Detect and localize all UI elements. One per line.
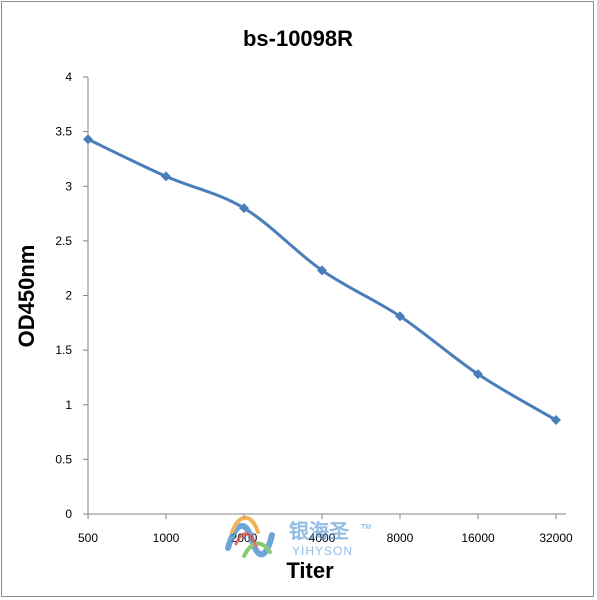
y-tick-label: 2 xyxy=(65,289,72,303)
y-tick-label: 3 xyxy=(65,179,72,193)
data-point-marker xyxy=(473,369,483,380)
y-axis-label: OD450nm xyxy=(14,245,39,348)
watermark-text-cn: 银海圣 xyxy=(289,519,350,543)
series-group xyxy=(83,134,561,426)
data-point-marker xyxy=(551,415,561,426)
watermark-wave-orange xyxy=(230,515,260,534)
y-tick-label: 1.5 xyxy=(55,343,72,357)
x-tick-label: 32000 xyxy=(539,531,573,545)
y-tick-label: 4 xyxy=(65,70,72,84)
data-point-marker xyxy=(161,171,171,182)
chart-title: bs-10098R xyxy=(243,26,353,51)
y-tick-label: 1 xyxy=(65,398,72,412)
watermark-wave-red xyxy=(234,532,258,548)
x-tick-label: 4000 xyxy=(309,531,336,545)
series-line xyxy=(87,137,557,422)
x-tick-label: 500 xyxy=(78,531,98,545)
data-point-marker xyxy=(83,134,93,145)
data-point-marker xyxy=(239,203,249,214)
x-tick-label: 1000 xyxy=(153,531,180,545)
x-tick-label: 8000 xyxy=(387,531,414,545)
data-point-marker xyxy=(317,265,327,276)
watermark-wave-green xyxy=(242,541,272,558)
y-tick-label: 2.5 xyxy=(55,234,72,248)
watermark-tm: TM xyxy=(361,524,371,531)
y-tick-label: 0 xyxy=(65,507,72,521)
x-axis-label: Titer xyxy=(286,558,334,583)
data-point-marker xyxy=(395,311,405,322)
watermark-logo: 银海圣 YIHYSON TM xyxy=(225,515,371,558)
y-ticks: 0 0.5 1 1.5 2 2.5 3 3.5 4 xyxy=(55,70,88,521)
watermark-text-en: YIHYSON xyxy=(292,544,353,558)
x-tick-label: 16000 xyxy=(461,531,495,545)
y-tick-label: 0.5 xyxy=(55,452,72,466)
y-tick-label: 3.5 xyxy=(55,125,72,139)
